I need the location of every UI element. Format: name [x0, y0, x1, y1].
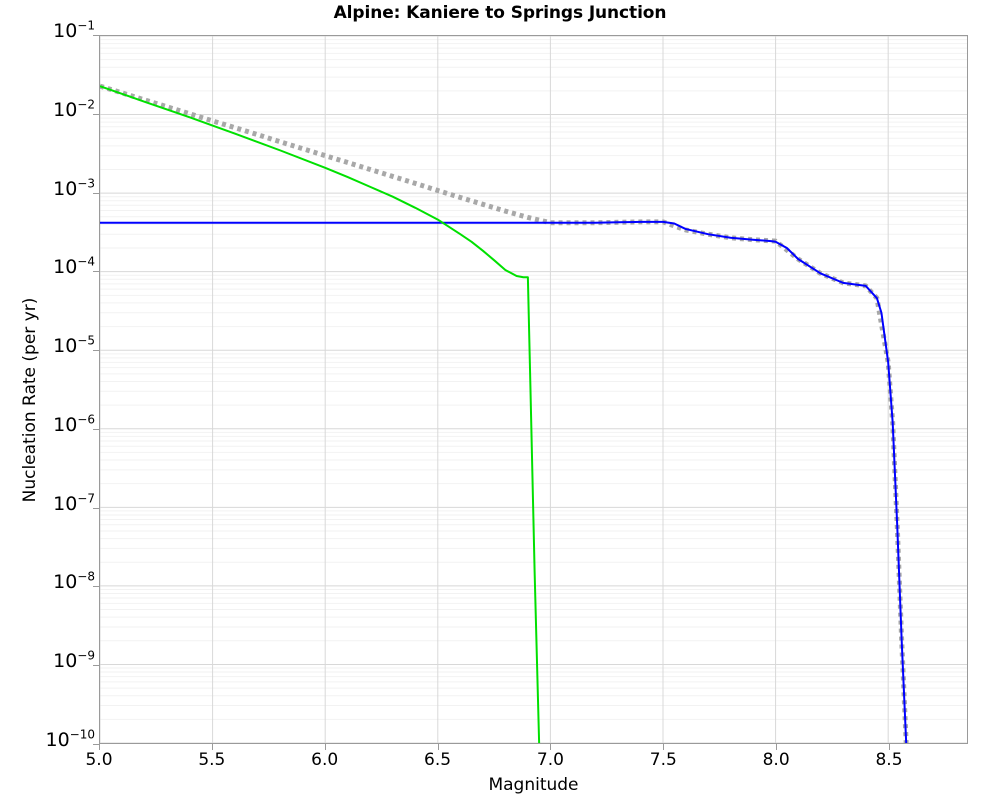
x-tick-mark: [663, 744, 665, 750]
y-tick-mark: [93, 507, 99, 509]
y-tick-mark: [93, 665, 99, 667]
x-tick-mark: [211, 744, 213, 750]
x-tick-label: 7.0: [536, 750, 564, 770]
y-tick-label: 10−10: [45, 727, 95, 751]
x-tick-mark: [99, 744, 100, 750]
x-tick-label: 8.0: [762, 750, 790, 770]
y-tick-mark: [93, 428, 99, 430]
x-tick-mark: [889, 744, 890, 750]
y-tick-mark: [93, 35, 99, 36]
y-tick-label: 10−7: [53, 491, 95, 515]
chart-title: Alpine: Kaniere to Springs Junction: [333, 3, 667, 23]
x-tick-mark: [550, 744, 552, 750]
x-tick-label: 6.0: [311, 750, 339, 770]
x-tick-label: 7.5: [649, 750, 677, 770]
x-tick-mark: [776, 744, 778, 750]
y-tick-mark: [93, 192, 99, 194]
y-tick-mark: [93, 744, 99, 745]
series-blue-nucleation-rate: [100, 220, 908, 743]
y-tick-label: 10−1: [53, 18, 95, 42]
x-tick-label: 5.0: [85, 750, 113, 770]
y-tick-label: 10−3: [53, 176, 95, 200]
plot-area: [99, 35, 968, 744]
y-tick-label: 10−9: [53, 648, 95, 673]
y-tick-label: 10−8: [53, 570, 95, 594]
y-tick-label: 10−5: [53, 333, 95, 358]
y-tick-mark: [93, 586, 99, 588]
x-tick-label: 6.5: [424, 750, 452, 770]
y-tick-mark: [93, 350, 99, 352]
y-tick-label: 10−4: [53, 255, 95, 279]
y-tick-mark: [93, 271, 99, 273]
y-axis-tick-labels: 10−1 10−2 10−3 10−4 10−5 10−6 10−7 10−8 10−9 10−1…: [0, 0, 99, 800]
data-series-layer: [100, 83, 909, 743]
x-axis-title: Magnitude: [488, 775, 579, 795]
x-tick-mark: [324, 744, 326, 750]
y-tick-label: 10−6: [53, 412, 95, 436]
y-tick-label: 10−2: [53, 97, 95, 121]
x-tick-mark: [437, 744, 439, 750]
x-tick-label: 5.5: [198, 750, 226, 770]
x-tick-label: 8.5: [875, 750, 903, 770]
series-green-gutenberg-richter: [100, 85, 541, 743]
y-tick-mark: [93, 113, 99, 115]
series-gray-dotted-reference: [100, 83, 909, 743]
